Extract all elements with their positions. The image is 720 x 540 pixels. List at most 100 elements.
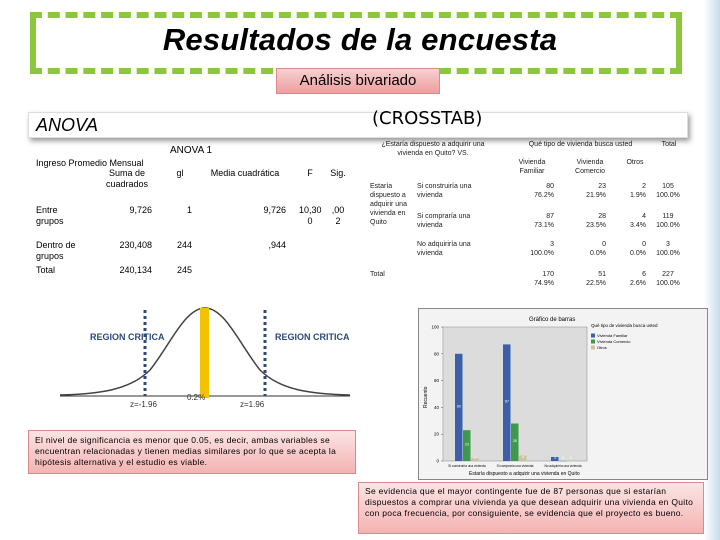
y-tick-label: 60 [434, 378, 440, 383]
crosstab-cell: 28 [598, 213, 606, 220]
chart-bar-label: 4 [522, 455, 524, 459]
region-critical-left-label: REGION CRITICA [90, 332, 165, 342]
anova-row-label: Dentro de grupos [36, 240, 76, 261]
y-tick-label: 0 [436, 459, 439, 464]
y-tick-label: 80 [434, 351, 440, 356]
chart-bar-label: 80 [457, 404, 461, 408]
chart-title: Gráfico de barras [529, 317, 575, 323]
crosstab-row-label: Si construiría una vivienda [417, 183, 472, 199]
crosstab-cell: 227 [662, 271, 674, 278]
bar-chart: Gráfico de barras Recuento Estaría dispu… [423, 317, 658, 477]
chart-bar-label: 28 [513, 439, 517, 443]
note-conclusion: Se evidencia que el mayor contingente fu… [358, 482, 704, 534]
crosstab-cell: 100.0% [656, 222, 680, 229]
anova-col-gl: gl [176, 168, 184, 178]
crosstab-cell: 100.0% [656, 250, 680, 257]
crosstab-col-header: Vivienda Familiar [518, 159, 546, 175]
crosstab-row-group: Estaría dispuesto a adquirir una viviend… [370, 183, 407, 226]
crosstab-cell: 100.0% [656, 192, 680, 199]
crosstab-cell: 23 [598, 183, 606, 190]
y-tick-label: 100 [431, 325, 439, 330]
anova-col-f: F [307, 168, 313, 178]
crosstab-cell: 21.9% [586, 192, 606, 199]
crosstab-question-row: ¿Estaría dispuesto a adquirir una vivien… [381, 141, 485, 157]
crosstab-cell: 73.1% [534, 222, 554, 229]
legend-swatch [591, 339, 595, 344]
crosstab-row-label: Si compraría una vivienda [417, 213, 471, 229]
chart-xlabel: Estaría dispuesto a adquirir una viviend… [469, 471, 580, 477]
chart-bar-label: 2 [474, 456, 476, 460]
anova-cell: ,944 [268, 240, 286, 250]
anova-row-label: Total [36, 265, 56, 275]
anova-cell: 9,726 [129, 205, 152, 215]
chart-bar [463, 430, 471, 461]
anova-caption: ANOVA 1 [170, 145, 213, 156]
chart-bar [511, 423, 519, 461]
anova-cell: ,00 2 [331, 205, 345, 226]
right-edge-decoration [704, 0, 720, 540]
bar-chart-panel: Gráfico de barras Recuento Estaría dispu… [418, 308, 708, 480]
anova-cell: 9,726 [263, 205, 286, 215]
crosstab-label: (CROSSTAB) [372, 108, 483, 129]
anova-cell: 245 [176, 265, 192, 275]
chart-bar [455, 353, 463, 461]
mean-bar [200, 308, 209, 398]
anova-cell: 10,30 0 [299, 205, 322, 226]
crosstab-row-label: No adquiriría una vivienda [417, 241, 471, 257]
crosstab-total-label: Total [370, 271, 385, 278]
normal-distribution-figure: REGION CRITICA REGION CRITICA z=-1.96 z=… [60, 307, 350, 409]
anova-row-label: Entre grupos [36, 205, 64, 226]
chart-bar [519, 455, 527, 461]
chart-ylabel: Recuento [423, 386, 429, 408]
crosstab-cell: 0.0% [630, 250, 646, 257]
z-right-label: z=1.96 [240, 400, 265, 409]
crosstab-cell: 4 [642, 213, 646, 220]
x-tick-label: No adquiriría una vivienda [544, 464, 581, 468]
x-tick-label: Si compraría una vivienda [497, 464, 534, 468]
chart-legend-title: Qué tipo de vivienda busca usted [591, 323, 658, 328]
crosstab-cell: 22.5% [586, 280, 606, 287]
chart-bar-label: 3 [554, 456, 556, 460]
chart-bar-label: 87 [505, 400, 509, 404]
z-left-label: z=-1.96 [130, 400, 157, 409]
note-significance: El nivel de significancia es menor que 0… [28, 430, 356, 474]
chart-bar [471, 458, 479, 461]
anova-col-ss: Suma de cuadrados [105, 168, 149, 189]
y-tick-label: 20 [434, 432, 440, 437]
chart-bar [551, 456, 559, 461]
crosstab-cell: 51 [598, 271, 606, 278]
chart-bar [503, 344, 511, 461]
anova-col-sig: Sig. [330, 168, 346, 178]
legend-label: Vivienda Familiar [597, 333, 628, 338]
crosstab-cell: 80 [546, 183, 554, 190]
crosstab-cell: 87 [546, 213, 554, 220]
chart-bar-label: 0 [570, 456, 572, 460]
crosstab-cell: 100.0% [656, 280, 680, 287]
anova-label: ANOVA [36, 115, 99, 135]
crosstab-cell: 0.0% [590, 250, 606, 257]
crosstab-cell: 74.9% [534, 280, 554, 287]
crosstab-question-col: Qué tipo de vivienda busca usted [528, 141, 633, 148]
anova-cell: 244 [176, 240, 192, 250]
sig-label: 0.2% [187, 393, 205, 402]
legend-label: Vivienda Comercio [597, 339, 631, 344]
crosstab-cell: 0 [642, 241, 646, 248]
crosstab-cell: 76.2% [534, 192, 554, 199]
crosstab-cell: 0 [602, 241, 606, 248]
x-tick-label: Si construiría una vivienda [448, 464, 486, 468]
crosstab-cell: 3.4% [630, 222, 646, 229]
crosstab-col-header: Vivienda Comercio [575, 159, 605, 175]
crosstab-cell: 6 [642, 271, 646, 278]
chart-bar-label: 0 [562, 456, 564, 460]
legend-swatch [591, 333, 595, 338]
anova-col-ms: Media cuadrática [210, 168, 280, 178]
crosstab-cell: 100.0% [530, 250, 554, 257]
crosstab-cell: 119 [662, 213, 674, 220]
crosstab-cell: 170 [542, 271, 554, 278]
page-title: Resultados de la encuesta [162, 22, 558, 57]
legend-swatch [591, 345, 595, 350]
crosstab-cell: 3 [666, 241, 670, 248]
anova-cell: 230,408 [119, 240, 152, 250]
crosstab-cell: 23.5% [586, 222, 606, 229]
subtitle-box: Análisis bivariado [276, 68, 440, 94]
